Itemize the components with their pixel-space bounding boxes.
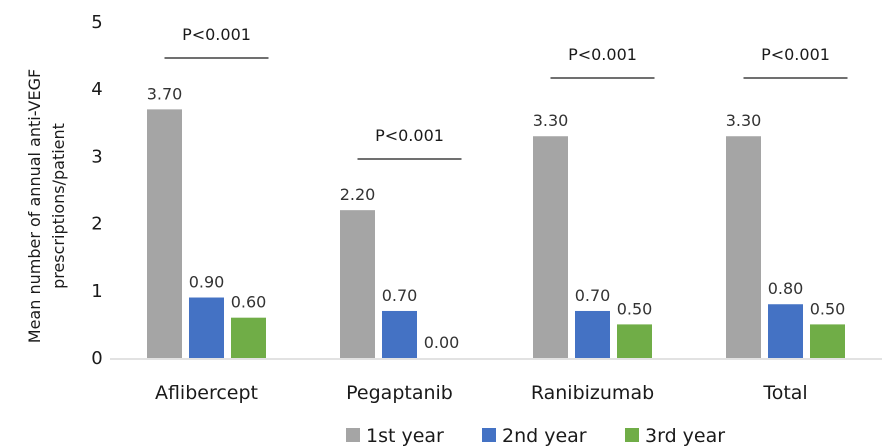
data-label: 0.80 — [768, 279, 804, 298]
significance-label: P<0.001 — [182, 25, 251, 44]
y-axis-title-line-1: Mean number of annual anti-VEGF — [25, 69, 44, 343]
bar — [575, 310, 610, 358]
data-label: 0.50 — [617, 299, 653, 318]
bar — [340, 210, 375, 358]
bar — [617, 324, 652, 358]
bar — [726, 136, 761, 358]
category-label: Aflibercept — [155, 382, 258, 404]
significance-label: P<0.001 — [761, 45, 830, 64]
legend-label: 3rd year — [645, 425, 725, 447]
bars — [147, 109, 845, 358]
data-label: 0.50 — [810, 299, 846, 318]
y-tick-label: 2 — [91, 214, 102, 235]
data-label: 0.70 — [575, 286, 611, 305]
bar — [147, 109, 182, 358]
legend-label: 2nd year — [502, 425, 587, 447]
y-tick-label: 0 — [91, 348, 102, 369]
y-tick-label: 3 — [91, 146, 102, 167]
data-labels: 3.70 0.90 0.60 2.20 0.70 0.00 3.30 0.70 0.50 3.30… — [147, 84, 846, 352]
category-label: Total — [762, 382, 807, 404]
legend: 1st year 2nd year 3rd year — [346, 425, 725, 447]
data-label: 0.90 — [189, 273, 225, 292]
legend-swatch — [482, 428, 496, 442]
bar — [768, 304, 803, 358]
bar — [231, 317, 266, 358]
bar — [189, 297, 224, 358]
data-label: 3.30 — [726, 111, 762, 130]
data-label: 0.00 — [424, 333, 460, 352]
data-label: 2.20 — [340, 185, 376, 204]
bar — [382, 310, 417, 358]
data-label: 0.60 — [231, 293, 267, 312]
category-labels: Aflibercept Pegaptanib Ranibizumab Total — [155, 382, 808, 404]
y-axis-title: Mean number of annual anti-VEGF prescrip… — [25, 69, 68, 343]
data-label: 3.30 — [533, 111, 569, 130]
y-axis-title-line-2: prescriptions/patient — [49, 123, 68, 289]
legend-swatch — [625, 428, 639, 442]
y-tick-label: 5 — [91, 12, 102, 33]
legend-label: 1st year — [366, 425, 444, 447]
bar — [533, 136, 568, 358]
category-label: Pegaptanib — [346, 382, 453, 404]
significance-annotations: P<0.001 P<0.001 P<0.001 P<0.001 — [164, 25, 848, 160]
data-label: 3.70 — [147, 84, 183, 103]
legend-swatch — [346, 428, 360, 442]
category-label: Ranibizumab — [531, 382, 654, 404]
bar — [810, 324, 845, 358]
significance-label: P<0.001 — [568, 45, 637, 64]
y-tick-label: 4 — [91, 79, 102, 100]
significance-label: P<0.001 — [375, 126, 444, 145]
y-axis-ticks: 0 1 2 3 4 5 — [91, 12, 102, 369]
data-label: 0.70 — [382, 286, 418, 305]
y-tick-label: 1 — [91, 281, 102, 302]
